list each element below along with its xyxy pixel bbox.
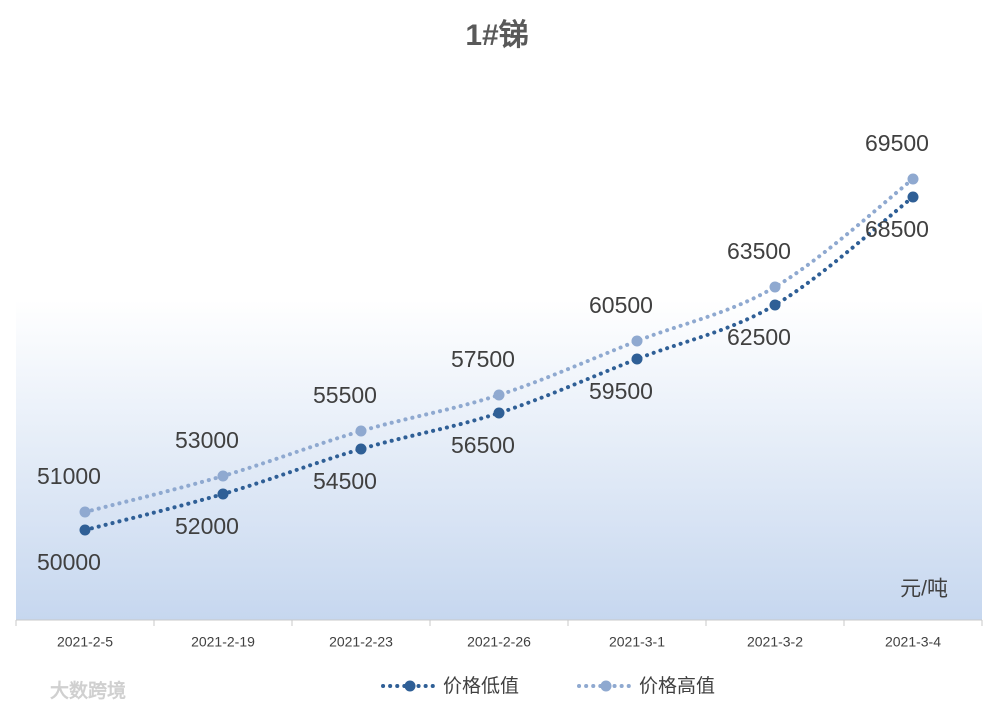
data-point xyxy=(355,443,367,455)
x-tick-label: 2021-2-23 xyxy=(329,634,393,650)
data-point xyxy=(907,191,919,203)
legend-marker xyxy=(404,680,416,692)
x-tick-label: 2021-2-26 xyxy=(467,634,531,650)
legend-marker xyxy=(600,680,612,692)
data-label: 57500 xyxy=(451,346,515,372)
unit-label: 元/吨 xyxy=(900,578,948,601)
data-point xyxy=(493,407,505,419)
data-label: 55500 xyxy=(313,382,377,408)
data-point xyxy=(769,299,781,311)
x-tick-label: 2021-3-1 xyxy=(609,634,665,650)
data-label: 53000 xyxy=(175,427,239,453)
x-tick-label: 2021-3-4 xyxy=(885,634,941,650)
x-tick-label: 2021-2-19 xyxy=(191,634,255,650)
data-point xyxy=(907,173,919,185)
data-label: 63500 xyxy=(727,238,791,264)
data-label: 59500 xyxy=(589,378,653,404)
data-label: 51000 xyxy=(37,463,101,489)
data-point xyxy=(631,335,643,347)
chart-title: 1#锑 xyxy=(465,19,528,52)
data-point xyxy=(217,470,229,482)
x-tick-label: 2021-2-5 xyxy=(57,634,113,650)
plot-background xyxy=(16,300,982,620)
data-point xyxy=(79,506,91,518)
data-label: 52000 xyxy=(175,513,239,539)
data-label: 54500 xyxy=(313,468,377,494)
data-label: 69500 xyxy=(865,130,929,156)
data-point xyxy=(493,389,505,401)
data-label: 56500 xyxy=(451,432,515,458)
data-label: 50000 xyxy=(37,549,101,575)
data-point xyxy=(631,353,643,365)
legend-label: 价格高值 xyxy=(639,675,715,697)
data-point xyxy=(355,425,367,437)
data-label: 68500 xyxy=(865,216,929,242)
data-label: 60500 xyxy=(589,292,653,318)
data-point xyxy=(769,281,781,293)
data-point xyxy=(217,488,229,500)
data-point xyxy=(79,524,91,536)
data-label: 62500 xyxy=(727,324,791,350)
legend-label: 价格低值 xyxy=(443,675,519,697)
watermark: 大数跨境 xyxy=(50,679,126,702)
x-tick-label: 2021-3-2 xyxy=(747,634,803,650)
